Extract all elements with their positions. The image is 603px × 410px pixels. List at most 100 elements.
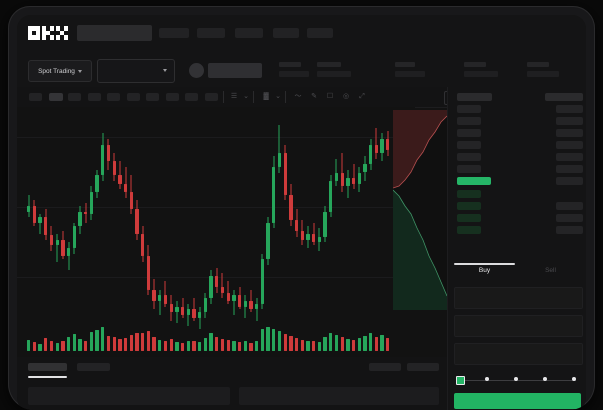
timeframe-chip-7[interactable]	[146, 93, 159, 101]
chart-type-icon[interactable]: ▓	[263, 93, 269, 100]
orderbook-bid-size-2[interactable]	[556, 202, 583, 210]
okx-logo[interactable]	[28, 26, 68, 40]
volume-bar	[141, 332, 145, 351]
orderbook-ask-row-5[interactable]	[457, 153, 481, 161]
order-amount-field[interactable]	[454, 315, 583, 337]
market-stat-value	[464, 71, 498, 77]
orderbook-header-left[interactable]	[457, 93, 492, 101]
volume-bar	[334, 335, 339, 351]
candle	[317, 107, 322, 357]
candle-body	[112, 161, 116, 176]
timeframe-chip-6[interactable]	[126, 93, 140, 101]
settings-icon[interactable]: ◎	[342, 93, 350, 100]
market-stat-value	[317, 71, 351, 77]
timeframe-chip-1[interactable]	[29, 93, 42, 101]
candle	[329, 107, 333, 357]
orderbook-ask-row-6[interactable]	[457, 165, 481, 173]
candle	[346, 107, 350, 357]
candle-body	[312, 233, 316, 243]
nav-item-4[interactable]	[273, 28, 299, 38]
orderbook-bid-size-3[interactable]	[556, 214, 583, 222]
pair-name-skeleton	[208, 63, 262, 78]
chevron-down-icon[interactable]: ⌄	[243, 93, 249, 100]
timeframe-chip-9[interactable]	[185, 93, 198, 101]
nav-item-2[interactable]	[197, 28, 225, 38]
camera-icon[interactable]: ☐	[326, 93, 334, 100]
slider-stop-50[interactable]	[514, 377, 518, 381]
candlestick-chart[interactable]	[17, 107, 415, 357]
orderbook-header-right[interactable]	[545, 93, 583, 101]
candle-wick	[39, 214, 41, 234]
nav-item-3[interactable]	[235, 28, 263, 38]
orderbook-bid-row-4[interactable]	[457, 226, 481, 234]
global-search-input[interactable]	[77, 25, 152, 41]
timeframe-chip-10[interactable]	[204, 93, 218, 101]
orderbook-bid-row-2[interactable]	[457, 202, 481, 210]
slider-stop-75[interactable]	[543, 377, 547, 381]
orderbook-bid-row-1[interactable]	[457, 190, 481, 198]
market-stat-3	[395, 62, 425, 77]
fullscreen-icon[interactable]: ⤢	[359, 93, 365, 100]
order-amount-slider[interactable]	[456, 376, 579, 385]
device-bezel: Spot Trading ☰ ⌄ ▓ ⌄ 〜 ✎ ☐ ◎ ⤢	[8, 6, 595, 410]
volume-bar	[374, 336, 379, 351]
line-chart-icon[interactable]: 〜	[294, 93, 302, 100]
orders-action-1[interactable]	[369, 363, 401, 371]
orderbook-bid-size-4[interactable]	[556, 226, 583, 234]
candle-body	[277, 152, 282, 167]
orderbook-spread-size[interactable]	[556, 177, 583, 185]
pair-select[interactable]	[97, 59, 175, 83]
candle-body	[294, 220, 299, 232]
volume-histogram	[17, 315, 415, 351]
orderbook-panel: Buy Sell	[447, 87, 586, 410]
pencil-icon[interactable]: ✎	[311, 93, 317, 100]
order-total-field[interactable]	[454, 343, 583, 365]
candle-body	[66, 247, 71, 257]
slider-handle[interactable]	[456, 376, 465, 385]
volume-bar	[203, 338, 208, 351]
nav-item-5[interactable]	[307, 28, 333, 38]
slider-stop-25[interactable]	[485, 377, 489, 381]
spot-trading-button[interactable]: Spot Trading	[28, 60, 92, 82]
orderbook-bid-row-3[interactable]	[457, 214, 481, 222]
orders-action-2[interactable]	[407, 363, 439, 371]
volume-bar	[55, 343, 59, 351]
order-price-field[interactable]	[454, 287, 583, 309]
tab-open-orders[interactable]	[28, 363, 67, 371]
tab-order-history[interactable]	[77, 363, 110, 371]
orderbook-ask-row-1[interactable]	[457, 105, 481, 113]
nav-item-1[interactable]	[159, 28, 189, 38]
orderbook-ask-size-1[interactable]	[556, 105, 583, 113]
timeframe-chip-5[interactable]	[107, 93, 120, 101]
orderbook-ask-row-2[interactable]	[457, 117, 481, 125]
timeframe-chip-8[interactable]	[165, 93, 179, 101]
tab-buy[interactable]: Buy	[478, 267, 491, 274]
candle-body	[215, 275, 219, 288]
timeframe-chip-3[interactable]	[68, 93, 81, 101]
candle-wick	[256, 298, 258, 321]
candle-body	[146, 256, 151, 290]
orderbook-ask-size-6[interactable]	[556, 165, 583, 173]
candle	[158, 107, 162, 357]
indicator-icon[interactable]: ☰	[230, 93, 238, 100]
chevron-down-icon-2[interactable]: ⌄	[275, 93, 281, 100]
orderbook-ask-size-4[interactable]	[556, 141, 583, 149]
candle-body	[101, 144, 105, 176]
orderbook-spread-price[interactable]	[457, 177, 491, 185]
orderbook-ask-row-3[interactable]	[457, 129, 481, 137]
candle	[118, 107, 122, 357]
timeframe-chip-2[interactable]	[48, 93, 63, 101]
volume-bar	[95, 330, 99, 351]
orderbook-ask-row-4[interactable]	[457, 141, 481, 149]
slider-stop-100[interactable]	[572, 377, 576, 381]
tab-sell[interactable]: Sell	[545, 267, 556, 274]
timeframe-chip-4[interactable]	[87, 93, 101, 101]
orderbook-ask-size-3[interactable]	[556, 129, 583, 137]
orderbook-ask-size-5[interactable]	[556, 153, 583, 161]
submit-buy-button[interactable]	[454, 393, 581, 409]
orderbook-ask-size-2[interactable]	[556, 117, 583, 125]
candle-body	[106, 144, 111, 162]
candle-body	[141, 233, 145, 257]
candle	[289, 107, 293, 357]
